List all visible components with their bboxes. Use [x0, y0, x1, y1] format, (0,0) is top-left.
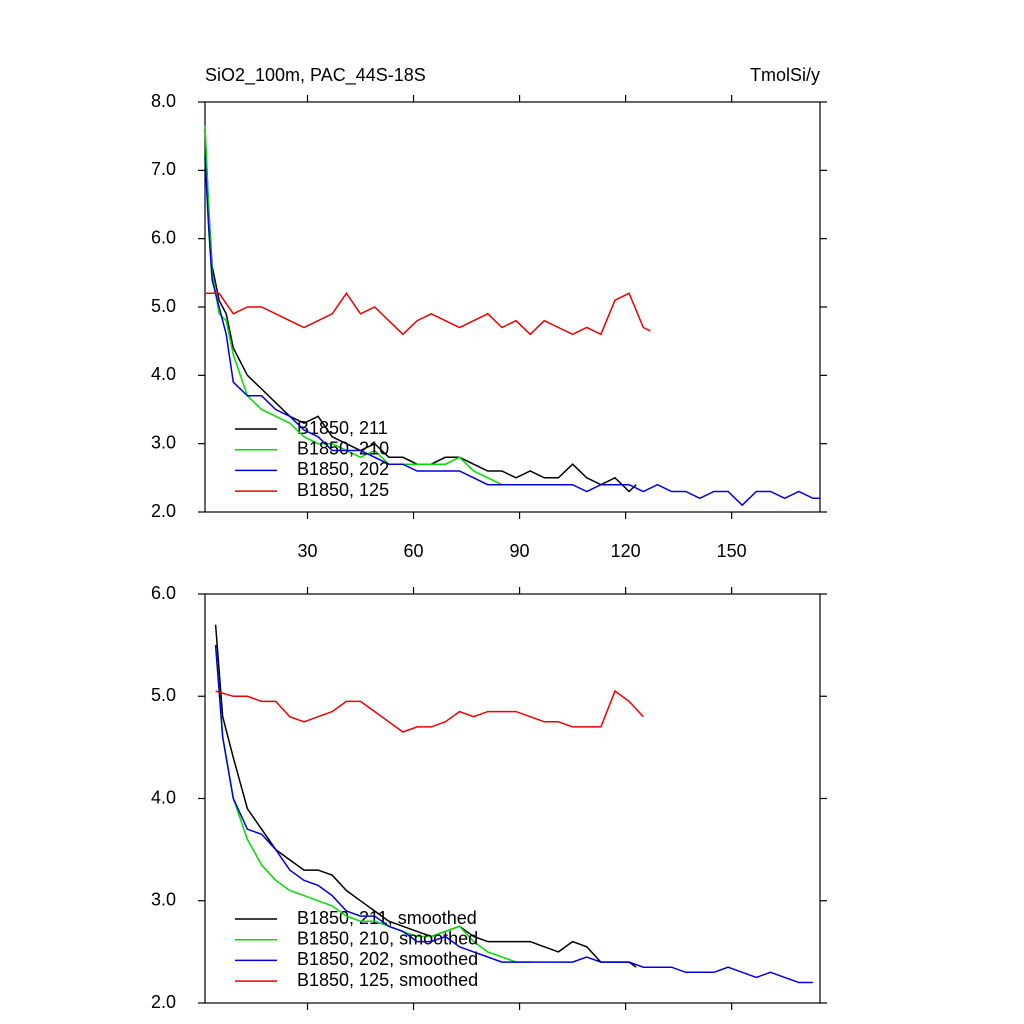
data-line [215, 689, 644, 733]
x-tick-label: 150 [717, 541, 747, 561]
data-line [205, 291, 651, 336]
legend-label: B1850, 202, smoothed [297, 949, 478, 969]
y-tick-label: 4.0 [151, 787, 176, 807]
y-tick-label: 5.0 [151, 296, 176, 316]
x-tick-label: 30 [297, 541, 317, 561]
legend-label: B1850, 202 [297, 459, 389, 479]
x-tick-label: 90 [510, 541, 530, 561]
data-line [214, 624, 637, 968]
y-tick-label: 3.0 [151, 890, 176, 910]
y-tick-label: 7.0 [151, 159, 176, 179]
y-tick-label: 3.0 [151, 432, 176, 452]
y-tick-label: 2.0 [151, 501, 176, 521]
y-tick-label: 4.0 [151, 364, 176, 384]
y-tick-label: 2.0 [151, 992, 176, 1012]
legend-label: B1850, 125 [297, 480, 389, 500]
chart-title: SiO2_100m, PAC_44S-18S [205, 65, 426, 86]
y-tick-label: 6.0 [151, 227, 176, 247]
data-line [204, 156, 820, 507]
data-line [214, 645, 531, 963]
data-line [204, 129, 637, 493]
x-tick-label: 120 [611, 541, 641, 561]
y-tick-label: 8.0 [151, 91, 176, 111]
legend-label: B1850, 125, smoothed [297, 970, 478, 990]
y-tick-label: 6.0 [151, 583, 176, 603]
y-tick-label: 5.0 [151, 685, 176, 705]
legend-label: B1850, 210 [297, 438, 389, 458]
units-label: TmolSi/y [750, 65, 820, 85]
legend-label: B1850, 210, smoothed [297, 928, 478, 948]
x-tick-label: 60 [404, 541, 424, 561]
legend-label: B1850, 211 [297, 418, 388, 438]
data-line [214, 645, 813, 984]
